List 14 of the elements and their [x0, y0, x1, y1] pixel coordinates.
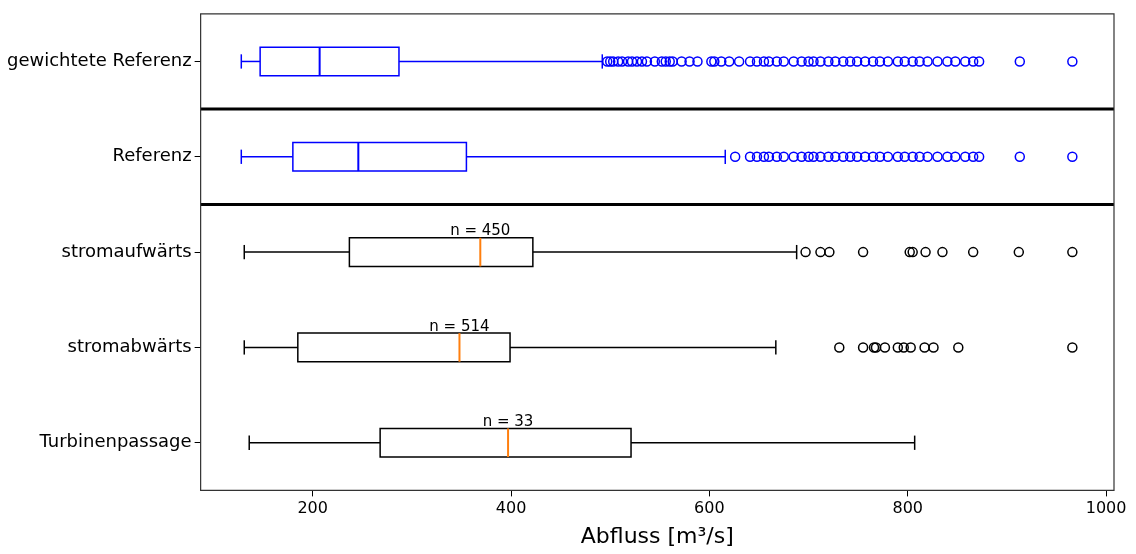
x-axis-title: Abfluss [m³/s]: [580, 522, 734, 548]
y-tick-label: gewichtete Referenz: [6, 49, 192, 71]
y-tick-label: Referenz: [112, 144, 192, 166]
annotation: n = 514: [429, 316, 490, 335]
x-tick-label: 600: [694, 498, 725, 518]
y-tick-label: Turbinenpassage: [38, 430, 192, 452]
x-tick-label: 200: [297, 498, 328, 518]
y-tick-label: stromabwärts: [67, 335, 192, 357]
y-tick-label: stromaufwärts: [61, 239, 192, 261]
x-tick-label: 400: [495, 498, 527, 518]
x-tick-label: 1000: [1085, 498, 1127, 518]
x-tick-label: 800: [892, 498, 923, 518]
annotation: n = 33: [482, 411, 534, 430]
annotation: n = 450: [450, 221, 511, 240]
